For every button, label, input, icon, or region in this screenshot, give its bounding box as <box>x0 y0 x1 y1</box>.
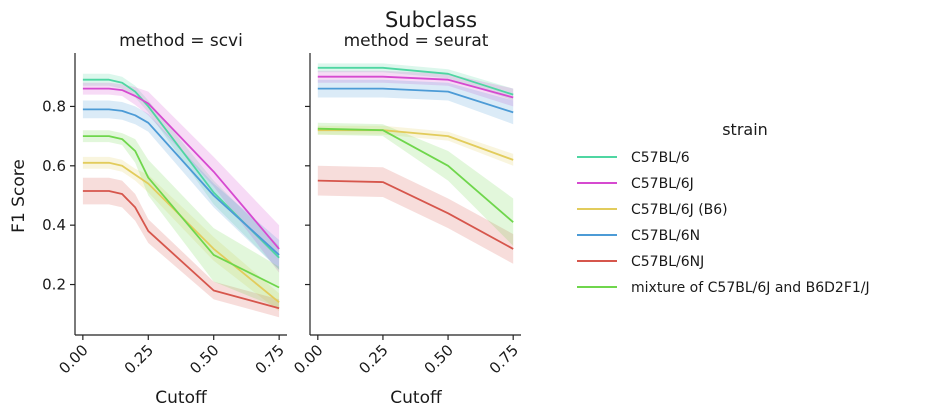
series-line-c57bl-6j-b6 <box>82 161 280 303</box>
x-tick-label: 0.75 <box>486 341 522 377</box>
panel-scvi: method = scvi 0.00 0.25 0.50 0.75 0.2 0.4 0.6… <box>9 31 288 408</box>
chart-title: Subclass <box>385 8 477 32</box>
y-tick-label: 0.4 <box>42 216 66 234</box>
legend-label-mixture-of-c57bl-6j-and-b6d2f1-j: mixture of C57BL/6J and B6D2F1/J <box>631 280 870 296</box>
series-lines-seurat <box>317 66 514 250</box>
panel-title-scvi: method = scvi <box>119 31 243 51</box>
x-tick-label: 0.00 <box>290 341 326 377</box>
series-line-c57bl-6nj <box>82 190 280 310</box>
ci-band-c57bl-6nj <box>82 177 280 318</box>
panel-title-seurat: method = seurat <box>344 31 489 51</box>
ci-band-c57bl-6n <box>82 100 280 270</box>
x-tick-label: 0.00 <box>55 341 91 377</box>
x-tick-label: 0.75 <box>252 341 288 377</box>
series-line-c57bl-6 <box>317 66 514 96</box>
series-lines-scvi <box>82 78 280 310</box>
panel-seurat: method = seurat 0.00 0.25 0.50 0.75 Cutoff <box>290 31 522 408</box>
ci-band-c57bl-6j-b6 <box>82 156 280 312</box>
series-line-c57bl-6nj <box>317 179 514 250</box>
legend-title: strain <box>722 120 768 139</box>
legend-label-c57bl-6nj: C57BL/6NJ <box>631 254 704 270</box>
ci-band-c57bl-6 <box>82 73 280 270</box>
series-line-mixture-of-c57bl-6j-and-b6d2f1-j <box>317 127 514 223</box>
legend-label-c57bl-6j: C57BL/6J <box>631 176 694 192</box>
ci-band-c57bl-6n <box>317 79 514 125</box>
x-tick-label: 0.50 <box>421 341 457 377</box>
series-line-c57bl-6j <box>317 75 514 99</box>
y-tick-label: 0.6 <box>42 157 66 175</box>
y-tick-label: 0.8 <box>42 97 66 115</box>
x-tick-label: 0.25 <box>355 341 391 377</box>
legend-label-c57bl-6j-b6: C57BL/6J (B6) <box>631 202 728 218</box>
x-ticks-seurat: 0.00 0.25 0.50 0.75 <box>290 335 522 377</box>
x-ticks-scvi: 0.00 0.25 0.50 0.75 <box>55 335 288 377</box>
series-line-c57bl-6n <box>317 87 514 114</box>
x-axis-label-seurat: Cutoff <box>390 388 443 408</box>
x-tick-label: 0.25 <box>121 341 157 377</box>
x-tick-label: 0.50 <box>186 341 222 377</box>
legend-label-c57bl-6n: C57BL/6N <box>631 228 700 244</box>
ci-band-c57bl-6nj <box>317 165 514 264</box>
x-axis-label-scvi: Cutoff <box>155 388 208 408</box>
legend-label-c57bl-6: C57BL/6 <box>631 150 690 166</box>
y-axis-label: F1 Score <box>9 159 29 233</box>
series-line-mixture-of-c57bl-6j-and-b6d2f1-j <box>82 135 280 289</box>
legend-items: C57BL/6 C57BL/6J C57BL/6J (B6) C57BL/6N C57B… <box>577 150 870 296</box>
y-tick-label: 0.2 <box>42 276 66 294</box>
series-line-c57bl-6n <box>82 108 280 256</box>
y-ticks-scvi: 0.2 0.4 0.6 0.8 <box>42 97 75 294</box>
y-ticks-seurat <box>305 105 310 286</box>
series-line-c57bl-6j <box>82 87 280 250</box>
series-line-c57bl-6 <box>82 78 280 259</box>
